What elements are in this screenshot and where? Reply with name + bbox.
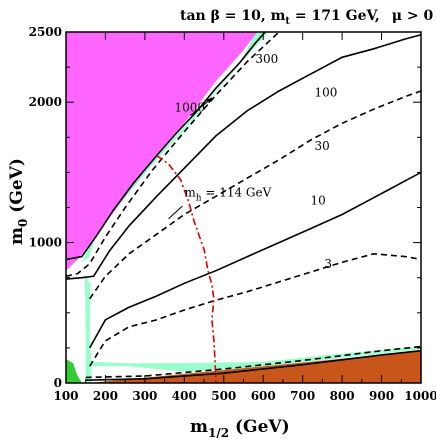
x-tick-label: 500 (211, 389, 236, 403)
y-tick-label: 1000 (29, 236, 62, 250)
contour-line-1000 (66, 32, 266, 261)
x-tick-label: 1000 (404, 389, 436, 403)
higgs-mass-contour (156, 154, 217, 383)
contour-label-10: 10 (311, 194, 326, 208)
y-axis-label: m0 (GeV) (7, 158, 30, 245)
x-tick-label: 900 (369, 389, 394, 403)
contour-line-10 (89, 171, 421, 349)
contour-label-100: 100 (315, 86, 338, 100)
excluded-region-brown (87, 350, 421, 383)
x-tick-label: 800 (330, 389, 355, 403)
y-tick-label: 2000 (29, 95, 62, 109)
contour-label-1000: 1000 (174, 100, 205, 114)
x-tick-label: 300 (132, 389, 157, 403)
x-tick-label: 400 (172, 389, 197, 403)
regions-layer (66, 32, 421, 383)
contour-label-30: 30 (315, 139, 330, 153)
contours-layer (66, 32, 421, 383)
chart-title: tan β = 10, mt = 171 GeV, μ > 0 (180, 8, 434, 27)
x-axis-label: m1/2 (GeV) (190, 417, 290, 440)
contour-line-unlabeled-7 (85, 349, 421, 381)
higgs-label-leader (168, 205, 183, 220)
x-tick-label: 200 (93, 389, 118, 403)
contour-label-3: 3 (324, 257, 332, 271)
arrow-1000-head (206, 97, 212, 104)
x-tick-label: 100 (53, 389, 78, 403)
x-tick-label: 700 (290, 389, 315, 403)
contour-line-3 (89, 252, 421, 367)
excluded-region-green (66, 359, 82, 383)
higgs-mass-label: mh = 114 GeV (184, 185, 271, 203)
contour-line-300 (66, 32, 280, 278)
excluded-region-magenta (66, 32, 258, 271)
contour-label-300: 300 (255, 52, 278, 66)
contour-line-30 (89, 90, 421, 300)
x-tick-label: 600 (251, 389, 276, 403)
contour-line-unlabeled-6 (85, 345, 421, 379)
y-tick-label: 2500 (29, 25, 62, 39)
contour-line-100 (66, 34, 421, 280)
contour-labels-layer: 1000 300 100 30 10 3 mh = 114 GeV (168, 52, 338, 271)
axes-layer: 100 200 300 400 500 600 700 800 900 1000 0 1000 2000… (29, 25, 436, 403)
y-tick-label: 0 (54, 376, 62, 390)
